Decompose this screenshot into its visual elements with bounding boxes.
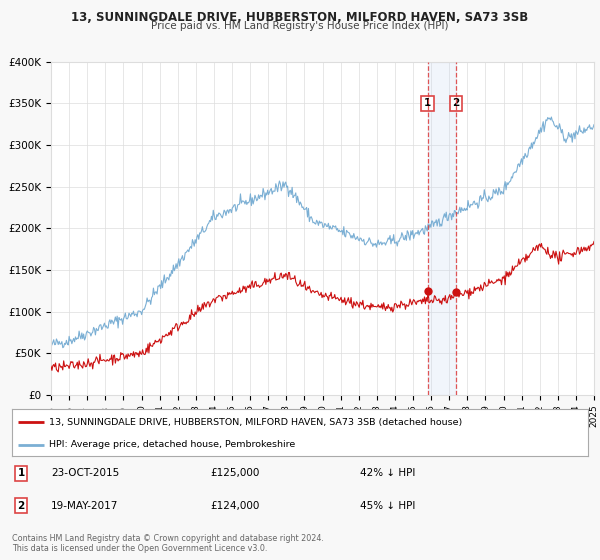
Text: 13, SUNNINGDALE DRIVE, HUBBERSTON, MILFORD HAVEN, SA73 3SB: 13, SUNNINGDALE DRIVE, HUBBERSTON, MILFO…	[71, 11, 529, 24]
Text: 1: 1	[424, 98, 431, 108]
Text: 2: 2	[452, 98, 460, 108]
Text: 1: 1	[17, 468, 25, 478]
Text: 2: 2	[17, 501, 25, 511]
Text: 42% ↓ HPI: 42% ↓ HPI	[360, 468, 415, 478]
Text: Price paid vs. HM Land Registry's House Price Index (HPI): Price paid vs. HM Land Registry's House …	[151, 21, 449, 31]
Text: 23-OCT-2015: 23-OCT-2015	[51, 468, 119, 478]
Text: Contains HM Land Registry data © Crown copyright and database right 2024.
This d: Contains HM Land Registry data © Crown c…	[12, 534, 324, 553]
Text: 19-MAY-2017: 19-MAY-2017	[51, 501, 118, 511]
Text: £124,000: £124,000	[210, 501, 259, 511]
Bar	[428, 62, 456, 395]
Text: £125,000: £125,000	[210, 468, 259, 478]
Text: 13, SUNNINGDALE DRIVE, HUBBERSTON, MILFORD HAVEN, SA73 3SB (detached house): 13, SUNNINGDALE DRIVE, HUBBERSTON, MILFO…	[49, 418, 463, 427]
Text: 45% ↓ HPI: 45% ↓ HPI	[360, 501, 415, 511]
Text: HPI: Average price, detached house, Pembrokeshire: HPI: Average price, detached house, Pemb…	[49, 440, 296, 449]
